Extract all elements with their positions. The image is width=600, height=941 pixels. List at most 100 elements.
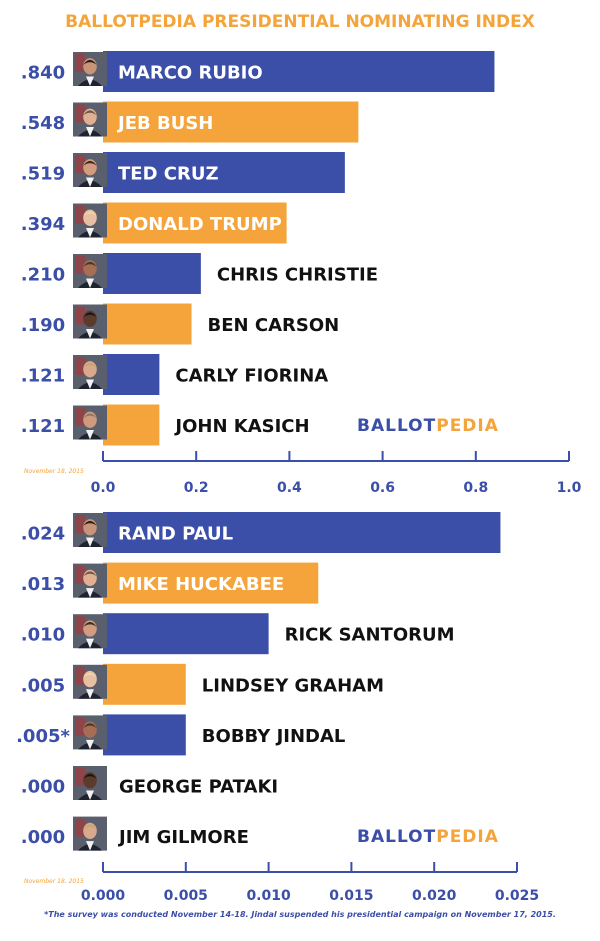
portrait-hair xyxy=(83,413,97,419)
value-label: .000 xyxy=(21,827,65,848)
portrait-icon xyxy=(73,153,107,187)
bar xyxy=(103,253,201,294)
bar-row: .190 BEN CARSON xyxy=(21,303,340,345)
chart-panel-2: .024 RAND PAUL .013 MIKE HUCKABEE .010 RICK S… xyxy=(16,512,539,904)
portrait-flag xyxy=(75,768,85,786)
portrait-icon xyxy=(73,513,107,547)
portrait-flag xyxy=(75,565,85,584)
x-tick-label: 1.0 xyxy=(557,480,582,496)
bar xyxy=(103,51,495,92)
portrait-flag xyxy=(75,205,85,224)
portrait-hair xyxy=(83,160,97,166)
bar-row: .005* BOBBY JINDAL xyxy=(16,714,346,756)
value-label: .010 xyxy=(21,625,65,646)
portrait-icon xyxy=(73,715,107,750)
bar-row: .840 MARCO RUBIO xyxy=(21,51,495,92)
candidate-name: BOBBY JINDAL xyxy=(202,726,346,747)
footnote: *The survey was conducted November 14-18… xyxy=(44,910,556,919)
portrait-flag xyxy=(75,155,85,173)
chart-panel-1: .840 MARCO RUBIO .548 JEB BUSH .519 TED CRUZ.… xyxy=(21,51,582,496)
bar xyxy=(103,714,186,756)
candidate-name: DONALD TRUMP xyxy=(118,214,282,235)
candidate-name: CARLY FIORINA xyxy=(175,366,328,387)
ballotpedia-watermark: BALLOTPEDIA xyxy=(357,827,499,847)
value-label: .000 xyxy=(21,777,65,798)
x-tick-label: 0.4 xyxy=(277,480,302,496)
bar-row: .010 RICK SANTORUM xyxy=(21,613,455,655)
chart-title: BALLOTPEDIA PRESIDENTIAL NOMINATING INDE… xyxy=(65,12,535,32)
value-label: .548 xyxy=(21,113,65,134)
portrait-icon xyxy=(73,102,107,137)
portrait-icon xyxy=(73,203,107,238)
bar xyxy=(103,202,287,244)
x-tick-label: 0.010 xyxy=(246,888,291,904)
bar xyxy=(103,303,192,345)
portrait-flag xyxy=(75,54,85,72)
portrait-icon xyxy=(73,355,107,389)
portrait-icon xyxy=(73,664,107,699)
bar xyxy=(103,101,359,143)
bar-row: .013 MIKE HUCKABEE xyxy=(21,562,319,604)
portrait-hair xyxy=(83,824,97,830)
bar-row: .000 JIM GILMORE xyxy=(21,816,249,851)
value-label: .394 xyxy=(21,214,65,235)
candidate-name: GEORGE PATAKI xyxy=(119,777,278,798)
portrait-icon xyxy=(73,766,107,800)
bar xyxy=(103,152,345,193)
value-label: .190 xyxy=(21,315,65,336)
candidate-name: TED CRUZ xyxy=(118,164,219,185)
portrait-flag xyxy=(75,306,85,325)
value-label: .210 xyxy=(21,265,65,286)
portrait-hair xyxy=(83,261,97,267)
portrait-icon xyxy=(73,52,107,86)
portrait-hair xyxy=(83,571,97,577)
bar-row: .394 DONALD TRUMP xyxy=(21,202,287,244)
portrait-flag xyxy=(75,515,85,533)
x-tick-label: 0.6 xyxy=(370,480,395,496)
bar-row: .210 CHRIS CHRISTIE xyxy=(21,253,378,294)
candidate-name: RICK SANTORUM xyxy=(285,625,455,646)
portrait-shirt xyxy=(86,537,94,547)
bar-row: .000 GEORGE PATAKI xyxy=(21,766,278,800)
bar-row: .548 JEB BUSH xyxy=(21,101,359,143)
portrait-hair xyxy=(83,520,97,526)
bar-row: .024 RAND PAUL xyxy=(21,512,501,553)
candidate-name: RAND PAUL xyxy=(118,524,233,545)
candidate-name: LINDSEY GRAHAM xyxy=(202,675,384,696)
portrait-hair xyxy=(83,312,97,318)
bar xyxy=(103,663,186,705)
portrait-hair xyxy=(83,622,97,628)
portrait-hair xyxy=(83,362,97,368)
portrait-icon xyxy=(73,614,107,649)
portrait-shirt xyxy=(86,588,94,598)
x-tick-label: 0.2 xyxy=(184,480,209,496)
portrait-icon xyxy=(73,563,107,598)
portrait-flag xyxy=(75,104,85,123)
portrait-icon xyxy=(73,304,107,339)
value-label: .840 xyxy=(21,63,65,84)
x-tick-label: 0.020 xyxy=(412,888,457,904)
candidate-name: JEB BUSH xyxy=(116,113,213,134)
candidate-name: MIKE HUCKABEE xyxy=(118,574,284,595)
x-tick-label: 0.005 xyxy=(164,888,208,904)
portrait-hair xyxy=(83,773,97,779)
portrait-flag xyxy=(75,616,85,635)
portrait-flag xyxy=(75,666,85,685)
portrait-hair xyxy=(83,211,97,217)
portrait-shirt xyxy=(86,790,94,800)
portrait-icon xyxy=(73,254,107,288)
watermark-part1: BALLOT xyxy=(357,416,436,436)
portrait-shirt xyxy=(86,278,94,288)
watermark-part1: BALLOT xyxy=(357,827,436,847)
portrait-shirt xyxy=(86,76,94,86)
portrait-icon xyxy=(73,405,107,440)
date-note: November 18, 2015 xyxy=(24,878,84,885)
value-label: .005 xyxy=(21,675,65,696)
candidate-name: BEN CARSON xyxy=(208,315,340,336)
portrait-flag xyxy=(75,407,85,426)
bar xyxy=(103,354,160,395)
ballotpedia-watermark: BALLOTPEDIA xyxy=(357,416,499,436)
bar-row: .121 JOHN KASICH xyxy=(21,404,310,446)
bar-row: .121 CARLY FIORINA xyxy=(21,354,328,395)
portrait-shirt xyxy=(86,689,94,699)
